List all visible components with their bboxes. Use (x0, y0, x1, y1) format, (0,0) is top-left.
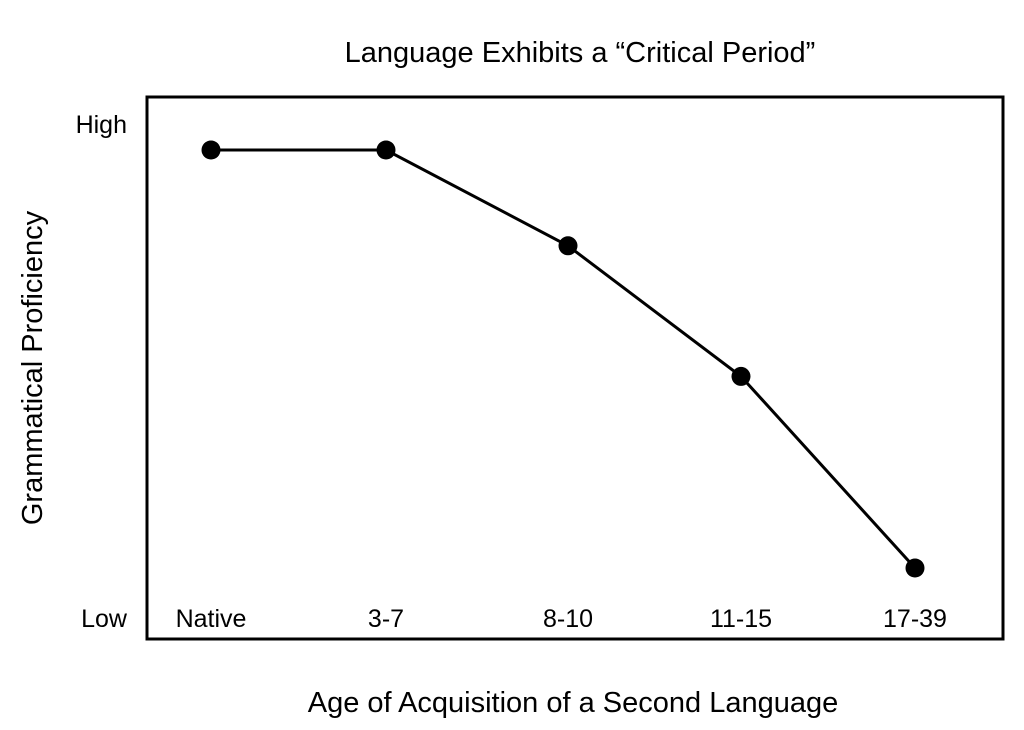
x-tick-label: 3-7 (368, 605, 404, 633)
data-point (731, 366, 751, 386)
data-point (376, 140, 396, 160)
y-tick-high: High (76, 111, 127, 139)
data-point (558, 236, 578, 256)
x-tick-label: 17-39 (883, 605, 947, 633)
y-tick-low: Low (81, 605, 128, 633)
series-line (211, 148, 917, 570)
series-proficiency (201, 140, 925, 578)
x-tick-label: Native (176, 605, 247, 633)
y-axis-label: Grammatical Proficiency (17, 210, 49, 525)
data-point (905, 558, 925, 578)
x-axis-label: Age of Acquisition of a Second Language (308, 687, 838, 719)
data-point (201, 140, 221, 160)
plot-frame (145, 95, 1005, 641)
chart-title: Language Exhibits a “Critical Period” (345, 37, 816, 69)
x-tick-label: 11-15 (710, 605, 772, 633)
x-tick-labels: Native 3-7 8-10 11-15 17-39 (176, 605, 947, 633)
x-tick-label: 8-10 (543, 605, 593, 633)
